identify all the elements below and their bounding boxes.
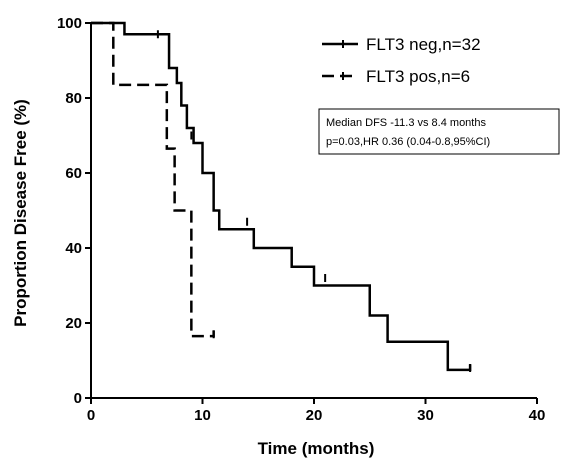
y-tick-label-0: 0 — [74, 390, 82, 407]
y-tick-label-3: 60 — [65, 165, 82, 182]
x-axis-title: Time (months) — [258, 439, 375, 458]
y-tick-label-5: 100 — [57, 15, 82, 32]
legend-label-neg: FLT3 neg,n=32 — [366, 35, 481, 54]
y-axis-title: Proportion Disease Free (%) — [11, 99, 30, 327]
annotation-border — [318, 108, 560, 155]
legend: FLT3 neg,n=32 FLT3 pos,n=6 — [322, 35, 481, 86]
y-tick-label-4: 80 — [65, 90, 82, 107]
x-tick-label-0: 0 — [87, 407, 95, 424]
x-tick-label-4: 40 — [529, 407, 546, 424]
annotation-line-1: Median DFS -11.3 vs 8.4 months — [326, 117, 486, 129]
legend-label-pos: FLT3 pos,n=6 — [366, 67, 470, 86]
series-line-flt3-pos — [91, 21, 215, 338]
plot-area: 0 10 20 30 40 0 20 40 60 80 100 — [57, 15, 545, 424]
annotation-line-2: p=0.03,HR 0.36 (0.04-0.8,95%CI) — [326, 136, 490, 148]
stats-annotation-box: Median DFS -11.3 vs 8.4 months p=0.03,HR… — [318, 108, 560, 155]
series-line-flt3-neg — [91, 21, 472, 372]
y-tick-label-1: 20 — [65, 315, 82, 332]
y-tick-label-2: 40 — [65, 240, 82, 257]
x-tick-label-2: 20 — [306, 407, 323, 424]
x-tick-label-1: 10 — [194, 407, 211, 424]
x-tick-label-3: 30 — [417, 407, 434, 424]
